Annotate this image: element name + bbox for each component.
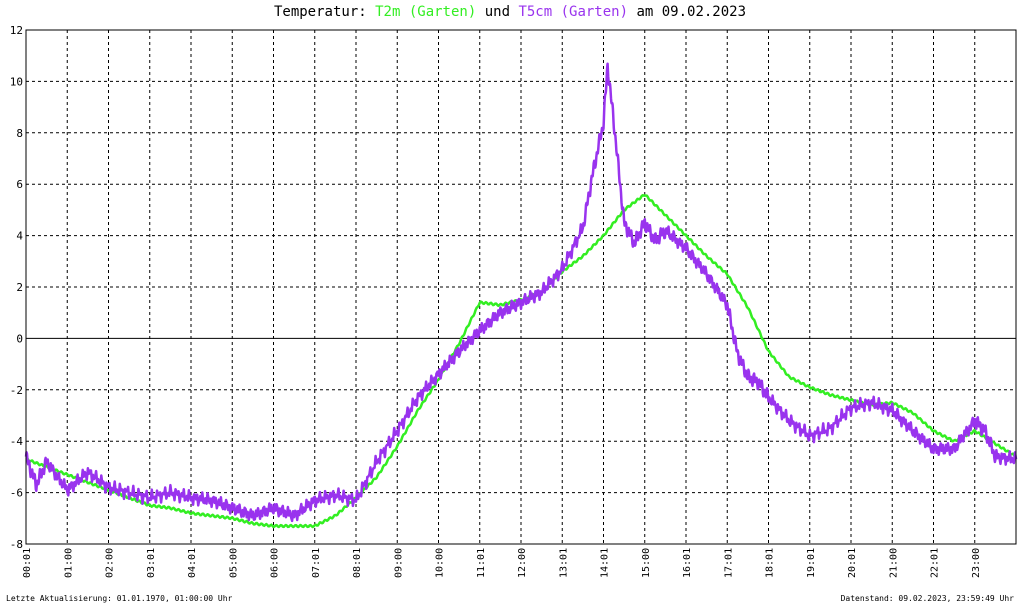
x-tick-label: 21:00: [888, 548, 899, 578]
y-tick-labels: 12 10 8 6 4 2 0 -2 -4 -6 -8: [10, 24, 24, 551]
y-tick-label: -4: [10, 435, 24, 448]
x-tick-label: 12:00: [517, 548, 528, 578]
x-tick-label: 15:00: [641, 548, 652, 578]
y-tick-label: -2: [10, 384, 23, 397]
x-tick-label: 08:01: [352, 548, 363, 578]
title-series-t5cm: T5cm (Garten): [518, 4, 629, 20]
x-tick-label: 17:01: [723, 548, 734, 578]
x-tick-label: 02:00: [105, 548, 116, 578]
x-tick-label: 06:00: [270, 548, 281, 578]
x-tick-label: 04:01: [187, 548, 198, 578]
y-tick-label: 0: [16, 332, 23, 345]
x-tick-label: 01:00: [63, 548, 74, 578]
x-tick-label: 16:01: [682, 548, 693, 578]
title-prefix: Temperatur:: [273, 4, 376, 20]
series-lines: [24, 62, 1018, 529]
y-tick-label: 12: [10, 24, 23, 37]
x-tick-label: 00:01: [22, 548, 33, 578]
x-tick-labels: 00:01 01:00 02:00 03:01 04:01 05:00 06:00 07:01…: [22, 548, 982, 578]
y-tick-label: 2: [16, 281, 23, 294]
y-tick-label: 10: [10, 75, 23, 88]
x-tick-label: 07:01: [311, 548, 322, 578]
x-tick-label: 13:01: [558, 548, 569, 578]
x-tick-label: 09:00: [393, 548, 404, 578]
data-timestamp-text: Datenstand: 09.02.2023, 23:59:49 Uhr: [840, 594, 1014, 603]
x-tick-label: 14:01: [600, 548, 611, 578]
x-tick-label: 19:01: [806, 548, 817, 578]
y-tick-label: -6: [10, 487, 23, 500]
title-connector: und: [476, 4, 519, 20]
x-tick-label: 22:01: [930, 548, 941, 578]
last-update-text: Letzte Aktualisierung: 01.01.1970, 01:00…: [6, 594, 233, 603]
x-tick-label: 10:00: [435, 548, 446, 578]
x-tick-label: 20:01: [847, 548, 858, 578]
y-tick-label: 4: [16, 230, 23, 243]
x-tick-label: 23:00: [971, 548, 982, 578]
grid: [26, 30, 1016, 544]
x-tick-label: 05:00: [228, 548, 239, 578]
chart-title: Temperatur: T2m (Garten) und T5cm (Garte…: [0, 4, 1020, 20]
series-line-t5cm: [24, 62, 1018, 523]
series-line-t2m: [25, 193, 1017, 529]
title-suffix: am 09.02.2023: [628, 4, 747, 20]
y-tick-label: -8: [10, 538, 23, 551]
y-tick-label: 6: [16, 178, 23, 191]
x-tick-label: 11:01: [476, 548, 487, 578]
plot-frame: [25, 29, 1017, 545]
y-tick-label: 8: [16, 127, 23, 140]
x-tick-label: 18:01: [765, 548, 776, 578]
x-tick-label: 03:01: [146, 548, 157, 578]
title-series-t2m: T2m (Garten): [375, 4, 477, 20]
